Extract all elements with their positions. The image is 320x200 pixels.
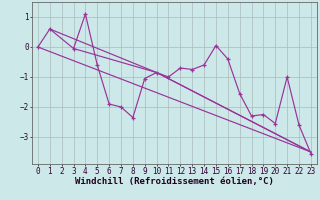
X-axis label: Windchill (Refroidissement éolien,°C): Windchill (Refroidissement éolien,°C) bbox=[75, 177, 274, 186]
